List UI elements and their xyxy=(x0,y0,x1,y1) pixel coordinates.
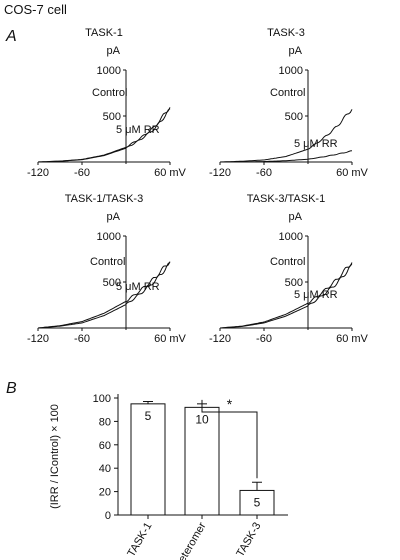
y-axis-unit: pA xyxy=(107,211,121,223)
x-axis-end-label: 60 mV xyxy=(154,333,186,345)
y-tick-label: 500 xyxy=(285,111,303,123)
bar-category-label: TASK-3 xyxy=(234,521,263,560)
series-line-rr xyxy=(219,263,353,329)
significance-bracket xyxy=(201,399,258,479)
x-axis-end-label: 60 mV xyxy=(154,167,186,179)
iv-panel-title: TASK-1/TASK-3 xyxy=(65,193,143,205)
x-tick-label: -120 xyxy=(27,167,49,179)
series-label-control: Control xyxy=(90,256,125,268)
iv-panel-title: TASK-3/TASK-1 xyxy=(247,193,325,205)
iv-panel-title: TASK-3 xyxy=(267,27,305,39)
bar-y-tick-label: 20 xyxy=(99,487,111,499)
y-axis-unit: pA xyxy=(289,211,303,223)
panel-b-label: B xyxy=(6,380,17,397)
bar-n-label: 5 xyxy=(145,409,152,423)
bar-y-tick-label: 80 xyxy=(99,416,111,428)
y-axis-unit: pA xyxy=(107,45,121,57)
y-tick-label: 1000 xyxy=(97,231,121,243)
series-label-rr: 5 μM RR xyxy=(294,138,338,150)
y-axis-unit: pA xyxy=(289,45,303,57)
series-label-control: Control xyxy=(270,87,305,99)
bar-y-tick-label: 100 xyxy=(93,393,111,405)
bar-n-label: 5 xyxy=(254,495,261,509)
y-tick-label: 500 xyxy=(103,277,121,289)
x-tick-label: -60 xyxy=(256,333,272,345)
y-tick-label: 500 xyxy=(285,277,303,289)
x-tick-label: -120 xyxy=(209,167,231,179)
x-tick-label: -120 xyxy=(209,333,231,345)
y-tick-label: 1000 xyxy=(97,65,121,77)
bar-y-tick-label: 60 xyxy=(99,440,111,452)
series-label-rr: 5 μM RR xyxy=(116,281,160,293)
figure-title: COS-7 cell xyxy=(4,2,67,17)
y-tick-label: 1000 xyxy=(279,65,303,77)
bar-y-tick-label: 40 xyxy=(99,463,111,475)
series-line-rr xyxy=(220,150,353,163)
significance-marker: * xyxy=(227,396,233,412)
series-label-rr: 5 μM RR xyxy=(116,124,160,136)
series-line-control xyxy=(219,109,353,163)
bar-y-axis-label: (IRR / IControl) × 100 xyxy=(49,404,61,509)
y-tick-label: 500 xyxy=(103,111,121,123)
iv-panel-title: TASK-1 xyxy=(85,27,123,39)
series-line-control xyxy=(37,261,171,329)
series-line-rr xyxy=(37,262,171,329)
series-label-rr: 5 μM RR xyxy=(294,289,338,301)
x-tick-label: -60 xyxy=(256,167,272,179)
x-tick-label: -60 xyxy=(74,333,90,345)
x-tick-label: -120 xyxy=(27,333,49,345)
series-label-control: Control xyxy=(92,87,127,99)
x-axis-end-label: 60 mV xyxy=(336,333,368,345)
bar-y-tick-label: 0 xyxy=(105,510,111,522)
y-tick-label: 1000 xyxy=(279,231,303,243)
x-axis-end-label: 60 mV xyxy=(336,167,368,179)
panel-a-label: A xyxy=(6,28,17,45)
bar xyxy=(130,403,166,516)
bar-n-label: 10 xyxy=(195,412,209,426)
bar-category-label: TASK-1 xyxy=(125,521,154,560)
series-label-control: Control xyxy=(270,256,305,268)
bar-category-label: Heteromer xyxy=(172,520,209,560)
series-line-rr xyxy=(37,108,171,163)
x-tick-label: -60 xyxy=(74,167,90,179)
